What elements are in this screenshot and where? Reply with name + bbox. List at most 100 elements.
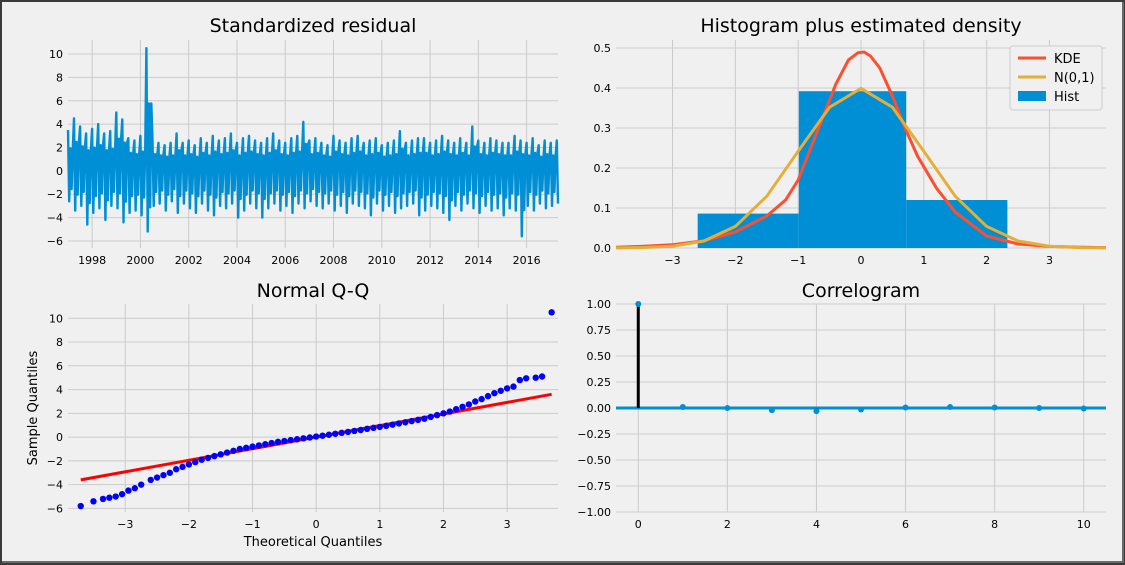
x-tick-label: −1 bbox=[244, 518, 260, 531]
chart-title: Correlogram bbox=[802, 280, 920, 302]
qq-point bbox=[503, 385, 511, 392]
x-axis-label: Theoretical Quantiles bbox=[243, 535, 383, 550]
x-tick-label: 0 bbox=[313, 518, 320, 531]
y-tick-label: −2 bbox=[47, 188, 63, 201]
x-tick-label: 2 bbox=[983, 254, 990, 267]
x-tick-label: 2 bbox=[440, 518, 447, 531]
qq-point bbox=[198, 456, 205, 463]
qq-point bbox=[300, 435, 307, 442]
y-tick-label: 0.4 bbox=[594, 82, 612, 95]
x-tick-label: 2000 bbox=[126, 254, 154, 267]
histogram-bar bbox=[798, 91, 907, 248]
x-tick-label: −2 bbox=[181, 518, 197, 531]
qq-point bbox=[497, 387, 504, 394]
chart-title: Histogram plus estimated density bbox=[700, 15, 1021, 37]
x-tick-label: 2010 bbox=[368, 254, 396, 267]
qq-point bbox=[179, 463, 186, 471]
y-axis-label: Sample Quantiles bbox=[26, 350, 41, 465]
x-tick-label: 2004 bbox=[223, 254, 251, 267]
x-tick-label: 2012 bbox=[416, 254, 444, 267]
x-tick-label: 1 bbox=[376, 518, 383, 531]
qq-point bbox=[402, 419, 409, 426]
x-tick-label: 0 bbox=[635, 518, 642, 531]
acf-marker bbox=[858, 406, 864, 413]
y-tick-label: 0.5 bbox=[594, 42, 612, 55]
qq-point bbox=[125, 487, 132, 494]
y-tick-label: −2 bbox=[47, 455, 63, 468]
qq-point bbox=[160, 471, 167, 479]
acf-marker bbox=[991, 404, 998, 411]
y-tick-label: 1.00 bbox=[587, 298, 612, 311]
qq-point bbox=[131, 485, 139, 492]
x-tick-label: 2008 bbox=[320, 254, 348, 267]
qq-point bbox=[484, 392, 492, 400]
qq-point bbox=[421, 415, 428, 422]
y-tick-label: 10 bbox=[49, 48, 63, 61]
y-tick-label: 2 bbox=[56, 142, 63, 155]
y-tick-label: 0 bbox=[56, 165, 63, 178]
qq-point bbox=[118, 490, 126, 498]
qq-point bbox=[242, 444, 250, 452]
qq-point bbox=[106, 494, 113, 501]
qq-point bbox=[217, 451, 224, 458]
qq-point bbox=[382, 422, 390, 430]
y-tick-label: 8 bbox=[56, 71, 63, 84]
x-tick-label: 2 bbox=[724, 518, 731, 531]
qq-point bbox=[325, 431, 333, 438]
qq-point bbox=[344, 428, 352, 436]
histogram-bar bbox=[906, 200, 1008, 248]
y-tick-label: −0.50 bbox=[577, 454, 611, 467]
x-tick-label: 2016 bbox=[513, 254, 541, 267]
qq-point bbox=[230, 447, 237, 454]
acf-marker bbox=[1080, 405, 1087, 412]
qq-point bbox=[532, 374, 539, 381]
qq-point bbox=[249, 443, 256, 450]
qq-point bbox=[223, 449, 231, 456]
qq-point bbox=[255, 442, 263, 449]
qq-point bbox=[306, 434, 314, 441]
y-tick-label: 0.50 bbox=[587, 350, 612, 363]
acf-marker bbox=[902, 404, 909, 411]
qq-point bbox=[262, 441, 269, 448]
y-tick-label: 0.75 bbox=[587, 324, 612, 337]
x-tick-label: 3 bbox=[504, 518, 511, 531]
qq-point bbox=[491, 389, 498, 397]
kde-line bbox=[615, 50, 1107, 250]
chart-title: Standardized residual bbox=[210, 15, 417, 37]
qq-point bbox=[357, 426, 364, 434]
qq-point bbox=[548, 309, 555, 316]
y-tick-label: 4 bbox=[56, 118, 63, 131]
qq-point bbox=[99, 495, 107, 503]
legend-swatch bbox=[1018, 91, 1046, 101]
qq-point bbox=[414, 416, 422, 424]
acf-marker bbox=[947, 403, 954, 410]
y-tick-label: 8 bbox=[56, 336, 63, 349]
qq-point bbox=[268, 439, 275, 447]
y-tick-label: −4 bbox=[47, 212, 63, 225]
qq-point bbox=[408, 417, 415, 425]
acf-marker bbox=[635, 301, 642, 307]
acf-marker bbox=[679, 403, 686, 410]
acf-marker bbox=[813, 408, 820, 415]
qq-point bbox=[293, 436, 301, 443]
qq-point bbox=[166, 469, 174, 476]
residual-panel: 1998 2000 2002 2004 2006 2008 2010 2012 2014 2016… bbox=[47, 15, 560, 267]
qq-point bbox=[147, 476, 154, 484]
y-tick-label: 6 bbox=[56, 95, 63, 108]
qq-point bbox=[370, 424, 377, 432]
qq-panel: −3 −2 −1 0 1 2 3 −6 −4 −2 0 2 4 6 8 10 Normal Q-Q Theoret… bbox=[26, 280, 558, 550]
qq-point bbox=[389, 421, 396, 428]
y-tick-label: 4 bbox=[56, 384, 63, 397]
y-tick-label: 0.1 bbox=[594, 202, 612, 215]
x-tick-label: −3 bbox=[117, 518, 133, 531]
qq-point bbox=[472, 398, 479, 405]
qq-point bbox=[112, 493, 119, 500]
qq-point bbox=[478, 395, 485, 403]
x-tick-label: 1998 bbox=[78, 254, 106, 267]
qq-point bbox=[172, 466, 180, 473]
x-tick-label: 2002 bbox=[175, 254, 203, 267]
qq-point bbox=[395, 420, 403, 427]
x-tick-label: 3 bbox=[1046, 254, 1053, 267]
